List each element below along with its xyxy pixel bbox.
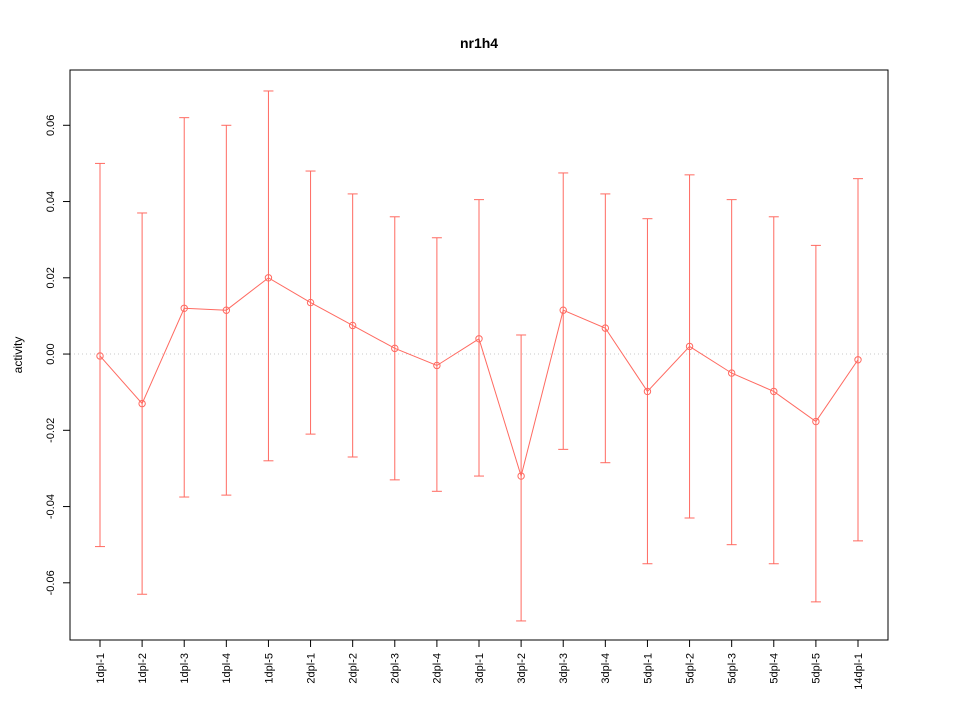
- chart-title: nr1h4: [460, 35, 498, 51]
- y-tick-label: -0.04: [45, 494, 57, 519]
- data-point: [96, 352, 104, 360]
- y-tick-label: 0.02: [45, 267, 57, 288]
- series-line-group: [99, 277, 859, 478]
- x-tick-label: 2dpl-3: [390, 653, 402, 684]
- data-point: [559, 306, 567, 314]
- x-tick-label: 5dpl-1: [642, 653, 654, 684]
- y-tick-label: -0.06: [45, 570, 57, 595]
- data-point: [475, 335, 483, 343]
- data-point: [180, 304, 188, 312]
- y-tick-label: 0.06: [45, 115, 57, 136]
- series-line: [99, 277, 859, 478]
- x-tick-label: 2dpl-2: [348, 653, 360, 684]
- data-point: [517, 472, 525, 480]
- error-bars-group: [95, 90, 863, 622]
- data-point: [643, 387, 652, 396]
- x-tick-label: 3dpl-2: [516, 653, 528, 684]
- y-tick-label: -0.02: [45, 418, 57, 443]
- y-tick-label: 0.04: [45, 191, 57, 212]
- x-tick-label: 2dpl-1: [305, 653, 317, 684]
- x-tick-label: 3dpl-4: [600, 653, 612, 684]
- x-tick-label: 5dpl-5: [811, 653, 823, 684]
- x-tick-label: 1dpl-2: [137, 653, 149, 684]
- x-tick-label: 5dpl-3: [727, 653, 739, 684]
- data-points-group: [96, 274, 862, 480]
- x-tick-label: 1dpl-1: [95, 653, 107, 684]
- data-point: [685, 342, 694, 351]
- x-tick-label: 2dpl-4: [432, 653, 444, 684]
- data-point: [264, 274, 273, 282]
- x-tick-label: 1dpl-3: [179, 653, 191, 684]
- data-point: [601, 324, 610, 332]
- data-point: [854, 356, 862, 364]
- data-point: [138, 399, 146, 408]
- x-tick-label: 1dpl-4: [221, 653, 233, 684]
- x-tick-label: 14dpl-1: [853, 653, 865, 690]
- x-tick-label: 5dpl-4: [769, 653, 781, 684]
- data-point: [306, 298, 315, 307]
- x-tick-label: 5dpl-2: [684, 653, 696, 684]
- y-tick-label: 0.00: [45, 343, 57, 364]
- data-point: [812, 417, 820, 426]
- data-point: [391, 344, 399, 353]
- x-tick-label: 3dpl-3: [558, 653, 570, 684]
- y-axis-label: activity: [11, 337, 25, 374]
- axes-group: -0.06 -0.04 -0.02 0.00 0.02 0.04 0.06 1dpl-1 1dp…: [45, 69, 889, 690]
- data-point: [770, 387, 778, 396]
- data-point: [433, 361, 441, 370]
- data-point: [348, 321, 357, 330]
- data-point: [222, 306, 231, 314]
- x-tick-label: 3dpl-1: [474, 653, 486, 684]
- x-tick-label: 1dpl-5: [263, 653, 275, 684]
- data-point: [727, 369, 736, 377]
